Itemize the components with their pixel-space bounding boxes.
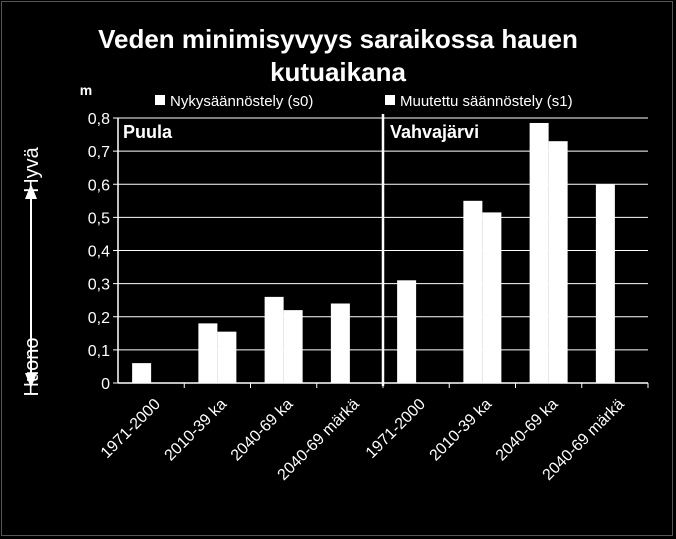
- y-tick-label-6: 0,6: [88, 177, 110, 194]
- x-tick-label-vahvajärvi-1: 1971-2000: [363, 396, 429, 462]
- bar-puula-4-series-1: [330, 303, 350, 383]
- quality-arrow-down-icon: [25, 373, 37, 388]
- y-axis-unit-label: m: [80, 82, 92, 98]
- chart-title-line-2: kutuaikana: [270, 57, 406, 87]
- bar-puula-1-series-1: [132, 363, 152, 383]
- y-tick-label-5: 0,5: [88, 210, 110, 227]
- legend-swatch-series-2: [385, 95, 395, 105]
- bar-vahvajärvi-4-series-1: [595, 184, 615, 383]
- panel-label-1: Puula: [123, 122, 173, 142]
- quality-arrow-up-icon: [25, 184, 37, 199]
- y-tick-label-3: 0,3: [88, 277, 110, 294]
- bar-vahvajärvi-1-series-1: [397, 280, 417, 383]
- y-tick-label-8: 0,8: [88, 111, 110, 128]
- y-tick-label-4: 0,4: [88, 244, 110, 261]
- y-tick-label-2: 0,2: [88, 310, 110, 327]
- bar-vahvajärvi-3-series-2: [548, 141, 568, 383]
- y-tick-label-0: 0: [101, 376, 110, 393]
- y-tick-label-7: 0,7: [88, 144, 110, 161]
- legend-label-series-2: Muutettu säännöstely (s1): [400, 93, 573, 110]
- legend-label-series-1: Nykysäännöstely (s0): [170, 93, 313, 110]
- chart-title-line-1: Veden minimisyvyys saraikossa hauen: [98, 24, 578, 54]
- bar-vahvajärvi-3-series-1: [529, 122, 549, 383]
- x-tick-label-puula-1: 1971-2000: [98, 396, 164, 462]
- x-tick-label-vahvajärvi-2: 2010-39 ka: [427, 396, 496, 465]
- bar-puula-2-series-1: [198, 323, 218, 383]
- quality-label-top: Hyvä: [21, 146, 43, 192]
- quality-label-bottom: Huono: [21, 338, 43, 397]
- bar-vahvajärvi-2-series-2: [482, 212, 502, 383]
- bar-puula-2-series-2: [217, 331, 237, 383]
- x-tick-label-puula-2: 2010-39 ka: [162, 396, 231, 465]
- x-tick-label-vahvajärvi-3: 2040-69 ka: [493, 396, 562, 465]
- bar-vahvajärvi-2-series-1: [463, 200, 483, 383]
- y-tick-label-1: 0,1: [88, 343, 110, 360]
- x-tick-label-puula-3: 2040-69 ka: [228, 396, 297, 465]
- legend-swatch-series-1: [155, 95, 165, 105]
- bar-puula-3-series-1: [264, 296, 284, 383]
- bar-puula-3-series-2: [283, 310, 303, 383]
- panel-label-2: Vahvajärvi: [390, 122, 479, 142]
